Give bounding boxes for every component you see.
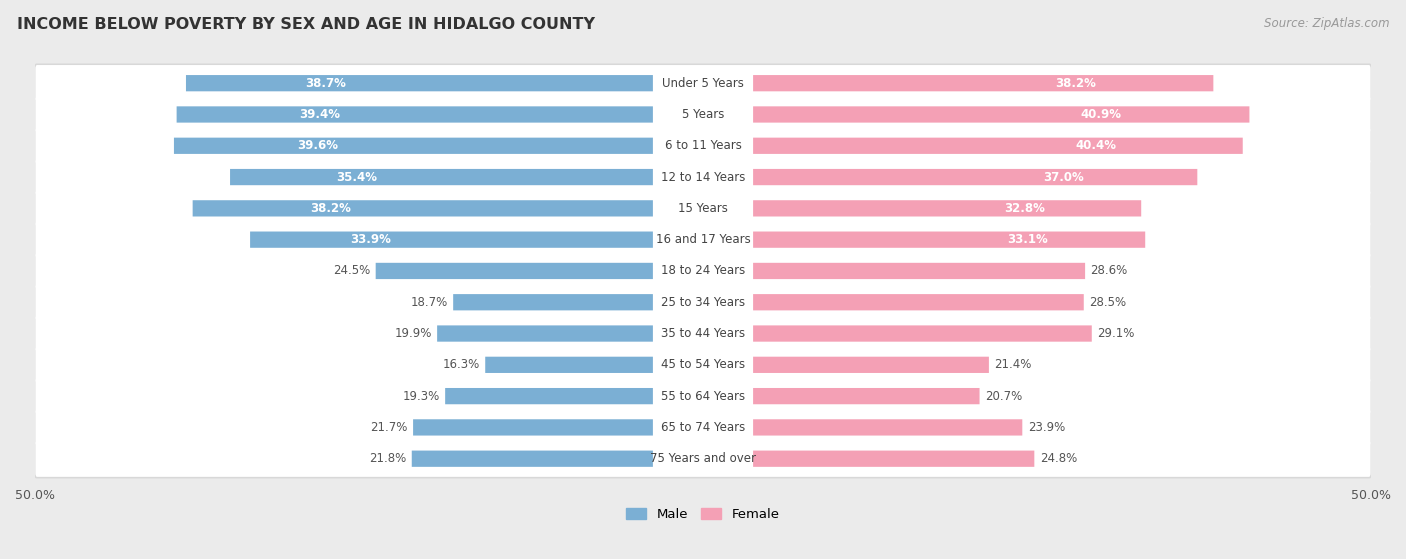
FancyBboxPatch shape [754,169,1198,185]
FancyBboxPatch shape [446,388,652,404]
FancyBboxPatch shape [34,251,1372,291]
FancyBboxPatch shape [34,64,1372,103]
Text: 16 and 17 Years: 16 and 17 Years [655,233,751,246]
FancyBboxPatch shape [231,169,652,185]
FancyBboxPatch shape [35,159,1371,195]
FancyBboxPatch shape [754,75,1213,91]
FancyBboxPatch shape [754,200,1142,216]
FancyBboxPatch shape [754,231,1146,248]
FancyBboxPatch shape [186,75,652,91]
Text: 15 Years: 15 Years [678,202,728,215]
Text: Under 5 Years: Under 5 Years [662,77,744,89]
FancyBboxPatch shape [34,188,1372,228]
Text: 21.8%: 21.8% [370,452,406,465]
FancyBboxPatch shape [35,440,1371,477]
Text: 18.7%: 18.7% [411,296,449,309]
Text: 29.1%: 29.1% [1097,327,1135,340]
FancyBboxPatch shape [34,345,1372,385]
FancyBboxPatch shape [34,126,1372,165]
Text: 40.9%: 40.9% [1080,108,1121,121]
FancyBboxPatch shape [754,138,1243,154]
Text: 33.9%: 33.9% [350,233,391,246]
FancyBboxPatch shape [35,221,1371,258]
Text: 35.4%: 35.4% [336,170,377,183]
Text: 20.7%: 20.7% [984,390,1022,402]
FancyBboxPatch shape [437,325,652,342]
FancyBboxPatch shape [177,106,652,122]
Text: 28.5%: 28.5% [1090,296,1126,309]
Text: 24.5%: 24.5% [333,264,370,277]
FancyBboxPatch shape [754,263,1085,279]
Text: 33.1%: 33.1% [1007,233,1047,246]
FancyBboxPatch shape [35,127,1371,164]
FancyBboxPatch shape [754,106,1250,122]
Text: 21.7%: 21.7% [370,421,408,434]
FancyBboxPatch shape [35,65,1371,101]
FancyBboxPatch shape [174,138,652,154]
Text: 28.6%: 28.6% [1091,264,1128,277]
FancyBboxPatch shape [35,315,1371,352]
Text: INCOME BELOW POVERTY BY SEX AND AGE IN HIDALGO COUNTY: INCOME BELOW POVERTY BY SEX AND AGE IN H… [17,17,595,32]
Text: 38.2%: 38.2% [1054,77,1095,89]
FancyBboxPatch shape [34,282,1372,322]
Text: 39.6%: 39.6% [297,139,337,152]
Text: 35 to 44 Years: 35 to 44 Years [661,327,745,340]
FancyBboxPatch shape [412,451,652,467]
FancyBboxPatch shape [485,357,652,373]
Text: 19.9%: 19.9% [395,327,432,340]
FancyBboxPatch shape [754,419,1022,435]
Text: 23.9%: 23.9% [1028,421,1064,434]
FancyBboxPatch shape [754,388,980,404]
Text: 6 to 11 Years: 6 to 11 Years [665,139,741,152]
FancyBboxPatch shape [35,253,1371,289]
Text: 40.4%: 40.4% [1076,139,1116,152]
Text: 19.3%: 19.3% [402,390,440,402]
FancyBboxPatch shape [34,220,1372,259]
FancyBboxPatch shape [250,231,652,248]
FancyBboxPatch shape [34,314,1372,353]
Text: 65 to 74 Years: 65 to 74 Years [661,421,745,434]
Text: 45 to 54 Years: 45 to 54 Years [661,358,745,371]
Text: 37.0%: 37.0% [1043,170,1084,183]
Text: 21.4%: 21.4% [994,358,1032,371]
FancyBboxPatch shape [754,357,988,373]
FancyBboxPatch shape [35,96,1371,132]
FancyBboxPatch shape [35,190,1371,226]
Text: 38.7%: 38.7% [305,77,346,89]
FancyBboxPatch shape [34,157,1372,197]
Text: 32.8%: 32.8% [1004,202,1045,215]
Text: 5 Years: 5 Years [682,108,724,121]
FancyBboxPatch shape [754,451,1035,467]
Legend: Male, Female: Male, Female [621,503,785,526]
FancyBboxPatch shape [34,439,1372,479]
FancyBboxPatch shape [754,325,1092,342]
FancyBboxPatch shape [35,409,1371,446]
Text: 18 to 24 Years: 18 to 24 Years [661,264,745,277]
FancyBboxPatch shape [35,378,1371,414]
FancyBboxPatch shape [35,284,1371,320]
Text: 75 Years and over: 75 Years and over [650,452,756,465]
Text: 25 to 34 Years: 25 to 34 Years [661,296,745,309]
FancyBboxPatch shape [413,419,652,435]
Text: Source: ZipAtlas.com: Source: ZipAtlas.com [1264,17,1389,30]
FancyBboxPatch shape [193,200,652,216]
Text: 55 to 64 Years: 55 to 64 Years [661,390,745,402]
Text: 38.2%: 38.2% [311,202,352,215]
Text: 24.8%: 24.8% [1039,452,1077,465]
FancyBboxPatch shape [34,408,1372,447]
FancyBboxPatch shape [34,95,1372,134]
FancyBboxPatch shape [375,263,652,279]
FancyBboxPatch shape [453,294,652,310]
FancyBboxPatch shape [34,376,1372,416]
Text: 39.4%: 39.4% [299,108,340,121]
Text: 16.3%: 16.3% [443,358,479,371]
FancyBboxPatch shape [754,294,1084,310]
FancyBboxPatch shape [35,347,1371,383]
Text: 12 to 14 Years: 12 to 14 Years [661,170,745,183]
